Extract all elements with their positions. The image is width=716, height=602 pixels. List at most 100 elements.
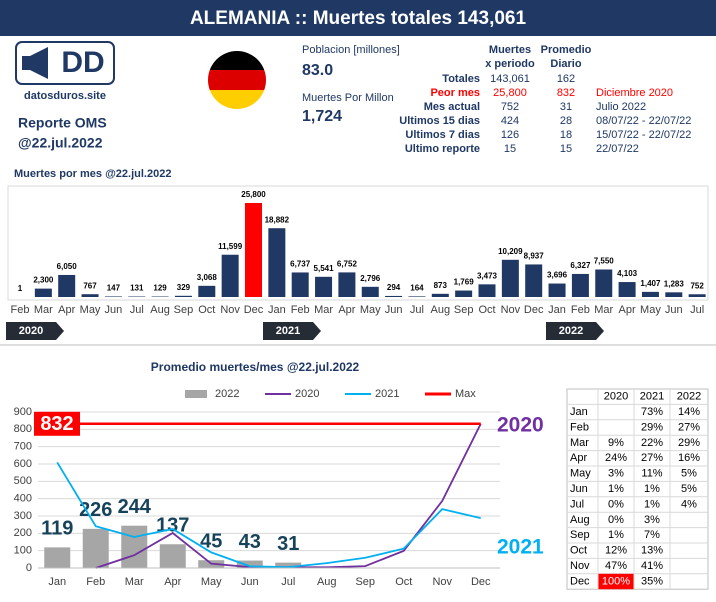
summary-label: Ultimo reporte bbox=[405, 143, 480, 155]
bar bbox=[478, 284, 496, 297]
summary-label: Mes actual bbox=[424, 101, 480, 113]
x-tick-label: Nov bbox=[501, 304, 521, 316]
summary-total: 752 bbox=[501, 101, 519, 113]
year-label: 2020 bbox=[19, 325, 43, 337]
bar bbox=[291, 272, 309, 297]
x-tick-label: Jan bbox=[48, 576, 66, 588]
year-label: 2022 bbox=[559, 325, 583, 337]
bar bbox=[408, 296, 426, 297]
bar-label: 329 bbox=[177, 283, 191, 292]
bar bbox=[361, 286, 379, 297]
summary-total: 126 bbox=[501, 129, 519, 141]
x-tick-label: Oct bbox=[478, 304, 495, 316]
bar-label: 294 bbox=[387, 283, 401, 292]
x-tick-label: Jul bbox=[130, 304, 144, 316]
bar bbox=[34, 288, 52, 297]
bar bbox=[81, 294, 99, 297]
series-end-label: 2021 bbox=[497, 536, 544, 559]
bar bbox=[455, 290, 473, 297]
x-tick-label: Oct bbox=[395, 576, 412, 588]
bar-label: 6,752 bbox=[337, 260, 358, 269]
summary-total: 25,800 bbox=[493, 87, 527, 99]
y-tick-label: 900 bbox=[14, 406, 32, 418]
bar-label: 6,050 bbox=[57, 262, 78, 271]
bar bbox=[641, 291, 659, 297]
bar-label: 1,283 bbox=[664, 279, 685, 288]
summary-total: 143,061 bbox=[490, 73, 530, 85]
table-cell: 1% bbox=[608, 483, 624, 495]
table-cell: 4% bbox=[681, 498, 697, 510]
table-cell: 47% bbox=[605, 560, 627, 572]
summary-header: Promedio bbox=[541, 44, 592, 56]
x-tick-label: Jul bbox=[281, 576, 295, 588]
x-tick-label: Jan bbox=[548, 304, 566, 316]
table-row-label: Dec bbox=[570, 575, 590, 587]
x-tick-label: Jun bbox=[241, 576, 259, 588]
bar bbox=[548, 283, 566, 297]
bar bbox=[315, 276, 333, 297]
x-tick-label: Jun bbox=[105, 304, 123, 316]
bar bbox=[501, 259, 519, 297]
table-cell: 5% bbox=[681, 483, 697, 495]
x-tick-label: Dec bbox=[524, 304, 544, 316]
year-label: 2021 bbox=[276, 325, 300, 337]
bar-label: 25,800 bbox=[241, 190, 266, 199]
x-tick-label: Apr bbox=[619, 304, 636, 316]
summary-period: Julio 2022 bbox=[596, 101, 646, 113]
summary-header: Diario bbox=[550, 58, 581, 70]
table-row-label: Mar bbox=[570, 437, 589, 449]
x-tick-label: Sep bbox=[355, 576, 375, 588]
bar bbox=[338, 272, 356, 297]
summary-period: 08/07/22 - 22/07/22 bbox=[596, 115, 691, 127]
legend-swatch bbox=[185, 390, 207, 398]
y-tick-label: 300 bbox=[14, 510, 32, 522]
bar bbox=[104, 296, 122, 297]
x-tick-label: Sep bbox=[174, 304, 194, 316]
table-cell: 1% bbox=[644, 483, 660, 495]
bar-label: 752 bbox=[690, 281, 704, 290]
table-cell: 100% bbox=[602, 575, 630, 587]
table-cell: 14% bbox=[678, 406, 700, 418]
bar bbox=[268, 228, 286, 297]
x-tick-label: Dec bbox=[471, 576, 491, 588]
y-tick-label: 500 bbox=[14, 475, 32, 487]
table-cell: 35% bbox=[641, 575, 663, 587]
bar-label: 119 bbox=[41, 518, 73, 540]
logo-text: DD bbox=[61, 46, 104, 79]
chart-title: Promedio muertes/mes @22.jul.2022 bbox=[151, 360, 360, 374]
table-cell: 41% bbox=[641, 560, 663, 572]
y-tick-label: 200 bbox=[14, 527, 32, 539]
indicator-value: 83.0 bbox=[302, 62, 333, 79]
y-tick-label: 700 bbox=[14, 441, 32, 453]
bar-label: 873 bbox=[434, 281, 448, 290]
table-row-label: Sep bbox=[570, 529, 590, 541]
bar-label: 10,209 bbox=[498, 247, 523, 256]
year-tag bbox=[6, 322, 64, 340]
summary-period: 15/07/22 - 22/07/22 bbox=[596, 129, 691, 141]
table-cell: 5% bbox=[681, 468, 697, 480]
legend-label: Max bbox=[455, 388, 476, 400]
table-cell: 29% bbox=[678, 437, 700, 449]
x-tick-label: Nov bbox=[220, 304, 240, 316]
table-cell: 22% bbox=[641, 437, 663, 449]
table-highlight bbox=[598, 573, 634, 590]
max-label-box bbox=[34, 411, 80, 436]
x-tick-label: Jun bbox=[665, 304, 683, 316]
summary-daily: 162 bbox=[557, 73, 575, 85]
bar-label: 129 bbox=[153, 284, 167, 293]
table-cell: 27% bbox=[641, 452, 663, 464]
indicator-value: 1,724 bbox=[302, 108, 342, 125]
bar-label: 4,103 bbox=[617, 269, 638, 278]
y-tick-label: 100 bbox=[14, 545, 32, 557]
x-tick-label: Jun bbox=[385, 304, 403, 316]
report-source: Reporte OMS bbox=[18, 115, 107, 131]
table-row-label: Apr bbox=[570, 452, 587, 464]
table-cell: 1% bbox=[608, 529, 624, 541]
bar bbox=[525, 264, 543, 297]
bar bbox=[245, 203, 262, 297]
y-tick-label: 400 bbox=[14, 493, 32, 505]
table-cell: 12% bbox=[605, 545, 627, 557]
line bbox=[56, 461, 481, 569]
table-row-label: Jun bbox=[570, 483, 588, 495]
flag bbox=[208, 51, 266, 109]
